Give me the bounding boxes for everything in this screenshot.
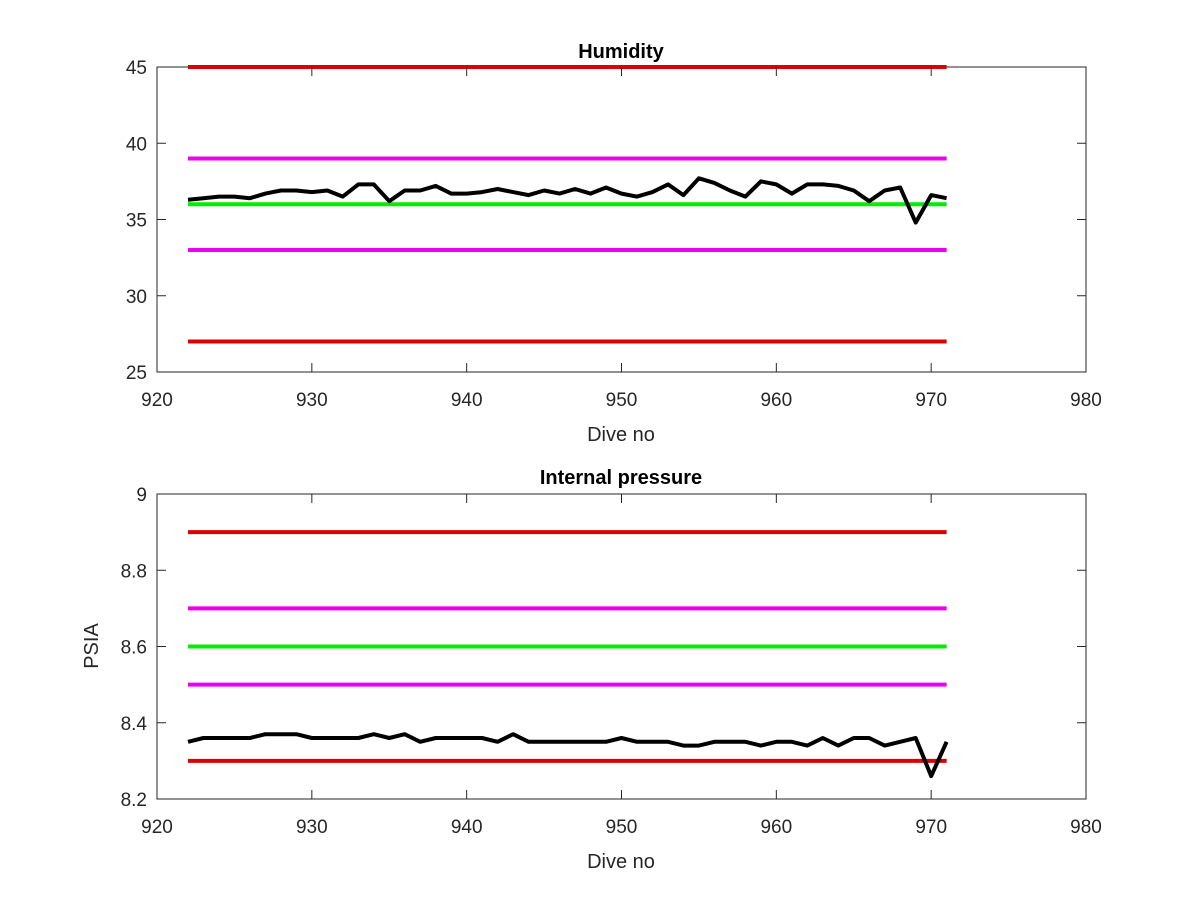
humidity-x-tick-label: 920 [141,390,173,411]
pressure-y-tick-label: 8.8 [121,561,147,582]
humidity-x-axis-label: Dive no [587,424,655,446]
humidity-panel: 920 930 940 950 960 970 980 25 30 35 40 45 Humidit… [126,41,1102,446]
humidity-y-tick-label: 35 [126,211,147,232]
pressure-data-line-0 [187,732,949,779]
pressure-x-tick-label: 970 [915,817,947,838]
humidity-x-ticks: 920 930 940 950 960 970 980 [141,67,1102,411]
pressure-x-tick-label: 930 [296,817,328,838]
humidity-y-tick-label: 40 [126,134,147,155]
pressure-reference-lines [187,530,947,763]
humidity-x-tick-label: 980 [1070,390,1102,411]
pressure-x-tick-label: 950 [606,817,638,838]
humidity-x-tick-label: 950 [606,390,638,411]
humidity-title: Humidity [578,41,664,63]
humidity-series [187,176,947,225]
humidity-reference-lines [187,65,947,344]
pressure-y-tick-label: 9 [136,485,147,506]
humidity-y-tick-label: 30 [126,287,147,308]
pressure-title: Internal pressure [540,467,702,489]
internal-pressure-panel: 920 930 940 950 960 970 980 8.2 8.4 8.6 8.8 9 Inte… [81,467,1102,873]
pressure-x-tick-label: 960 [760,817,792,838]
pressure-x-tick-label: 940 [451,817,483,838]
humidity-data-line-0 [187,176,947,225]
humidity-x-tick-label: 940 [451,390,483,411]
humidity-y-tick-label: 25 [126,363,147,384]
pressure-y-tick-label: 8.2 [121,790,147,811]
pressure-x-tick-label: 980 [1070,817,1102,838]
pressure-y-tick-label: 8.4 [121,714,148,735]
humidity-y-tick-label: 45 [126,58,147,79]
pressure-x-tick-label: 920 [141,817,173,838]
humidity-y-ticks: 25 30 35 40 45 [126,58,1086,384]
humidity-x-tick-label: 960 [760,390,792,411]
pressure-y-tick-label: 8.6 [121,638,147,659]
pressure-y-axis-label: PSIA [81,623,103,669]
pressure-x-axis-label: Dive no [587,851,655,873]
pressure-y-ticks: 8.2 8.4 8.6 8.8 9 [121,485,1086,811]
humidity-x-tick-label: 970 [915,390,947,411]
humidity-x-tick-label: 930 [296,390,328,411]
humidity-axes-box [156,66,1087,373]
pressure-x-ticks: 920 930 940 950 960 970 980 [141,494,1102,838]
pressure-series [187,732,949,779]
